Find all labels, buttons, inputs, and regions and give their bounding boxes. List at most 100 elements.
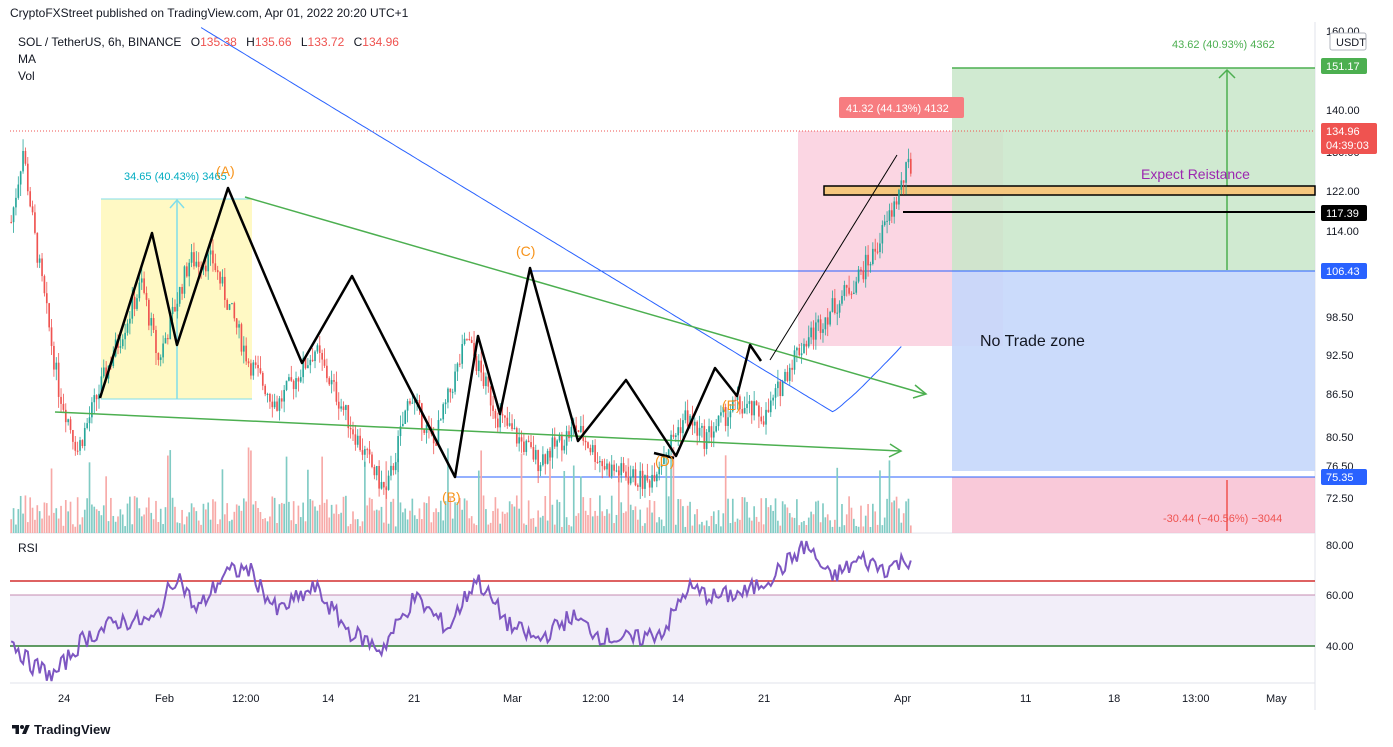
volume-bar bbox=[717, 510, 720, 533]
candle-body bbox=[79, 440, 81, 451]
candle-body bbox=[819, 319, 822, 333]
volume-bar bbox=[195, 511, 198, 533]
rsi-tick: 40.00 bbox=[1326, 641, 1354, 653]
currency-button[interactable] bbox=[1329, 32, 1367, 51]
volume-bar bbox=[335, 504, 338, 533]
candle-body bbox=[829, 311, 831, 325]
candle-body bbox=[822, 329, 824, 333]
volume-bar bbox=[480, 450, 483, 533]
candle-body bbox=[577, 430, 580, 432]
volume-bar bbox=[411, 498, 414, 533]
vol-indicator-label[interactable]: Vol bbox=[18, 69, 35, 83]
volume-bar bbox=[233, 511, 236, 533]
no-trade-zone-box[interactable] bbox=[952, 271, 1315, 471]
candle-body bbox=[622, 463, 625, 472]
volume-bar bbox=[157, 521, 160, 533]
volume-bar bbox=[223, 514, 226, 533]
candle-body bbox=[169, 314, 172, 340]
candle-body bbox=[345, 405, 347, 410]
candle-body bbox=[145, 292, 148, 300]
pink-measure: 41.32 (44.13%) 4132 bbox=[846, 103, 949, 115]
candle-body bbox=[534, 450, 537, 460]
volume-bar bbox=[304, 521, 307, 533]
volume-bar bbox=[720, 526, 722, 533]
volume-bar bbox=[701, 521, 703, 533]
candle-body bbox=[24, 150, 27, 164]
candle-body bbox=[174, 306, 176, 312]
candle-body bbox=[285, 380, 288, 390]
volume-bar bbox=[394, 526, 397, 533]
pink-measure-zone[interactable] bbox=[798, 131, 1003, 346]
volume-bar bbox=[568, 524, 570, 533]
volume-bar bbox=[371, 499, 373, 533]
volume-bar bbox=[29, 497, 32, 533]
candle-body bbox=[231, 303, 233, 305]
candle-body bbox=[893, 201, 896, 217]
ma-indicator-label[interactable]: MA bbox=[18, 52, 36, 66]
candle-body bbox=[800, 353, 803, 356]
volume-bar bbox=[345, 495, 347, 533]
volume-bar bbox=[563, 470, 566, 533]
volume-bar bbox=[451, 518, 454, 533]
time-tick: 18 bbox=[1108, 693, 1120, 705]
candle-body bbox=[368, 449, 371, 455]
volume-bar bbox=[679, 499, 682, 533]
candle-body bbox=[411, 402, 414, 404]
last-price-badge bbox=[1321, 123, 1377, 154]
volume-bar bbox=[333, 513, 335, 533]
volume-bar bbox=[620, 502, 623, 533]
volume-bar bbox=[43, 502, 46, 533]
volume-bar bbox=[292, 501, 295, 533]
volume-bar bbox=[812, 514, 815, 533]
volume-bar bbox=[207, 502, 210, 533]
candle-body bbox=[399, 426, 402, 437]
volume-bar bbox=[800, 522, 803, 533]
volume-bar bbox=[532, 518, 535, 533]
candle-body bbox=[836, 312, 839, 314]
stop-zone[interactable] bbox=[952, 477, 1315, 533]
candle-body bbox=[748, 401, 751, 404]
volume-bar bbox=[387, 523, 390, 533]
volume-bar bbox=[17, 509, 20, 533]
volume-bar bbox=[88, 462, 91, 533]
candle-body bbox=[774, 388, 777, 398]
volume-bar bbox=[349, 523, 352, 533]
resistance-box[interactable] bbox=[823, 185, 1316, 196]
volume-bar bbox=[499, 523, 501, 533]
volume-bar bbox=[240, 510, 243, 533]
volume-bar bbox=[876, 524, 879, 533]
candle-body bbox=[383, 482, 385, 488]
candle-body bbox=[409, 401, 411, 404]
volume-bar bbox=[352, 511, 354, 533]
candle-body bbox=[817, 319, 820, 323]
price-axis: 160.00 140.00 130.00 122.00 114.00 98.50… bbox=[1326, 26, 1360, 653]
volume-bar bbox=[53, 512, 55, 533]
volume-bar bbox=[280, 502, 283, 533]
volume-bar bbox=[390, 501, 392, 533]
candle-body bbox=[364, 449, 366, 455]
volume-bar bbox=[466, 500, 468, 533]
volume-bar bbox=[591, 516, 594, 533]
volume-bar bbox=[777, 520, 779, 533]
volume-bar bbox=[259, 511, 262, 533]
volume-bar bbox=[826, 514, 829, 533]
yellow-measure-zone[interactable] bbox=[101, 199, 252, 399]
volume-bar bbox=[311, 500, 314, 533]
target-zone[interactable] bbox=[952, 68, 1315, 271]
volume-bar bbox=[760, 498, 763, 533]
candle-body bbox=[219, 272, 221, 284]
volume-bar bbox=[428, 496, 430, 533]
candle-body bbox=[589, 447, 592, 453]
time-axis: 24 Feb 12:00 14 21 Mar 12:00 14 21 Apr 1… bbox=[58, 693, 1287, 705]
candle-body bbox=[34, 212, 36, 233]
volume-bar bbox=[171, 497, 174, 533]
candle-body bbox=[378, 465, 380, 489]
volume-bar bbox=[501, 511, 504, 533]
volume-bar bbox=[93, 506, 96, 533]
volume-bar bbox=[487, 524, 490, 533]
volume-bar bbox=[200, 524, 202, 533]
candle-body bbox=[50, 327, 53, 346]
volume-bar bbox=[454, 502, 456, 533]
symbol-legend[interactable]: SOL / TetherUS, 6h, BINANCE O135.38 H135… bbox=[18, 35, 399, 49]
rsi-indicator-label[interactable]: RSI bbox=[18, 541, 39, 555]
